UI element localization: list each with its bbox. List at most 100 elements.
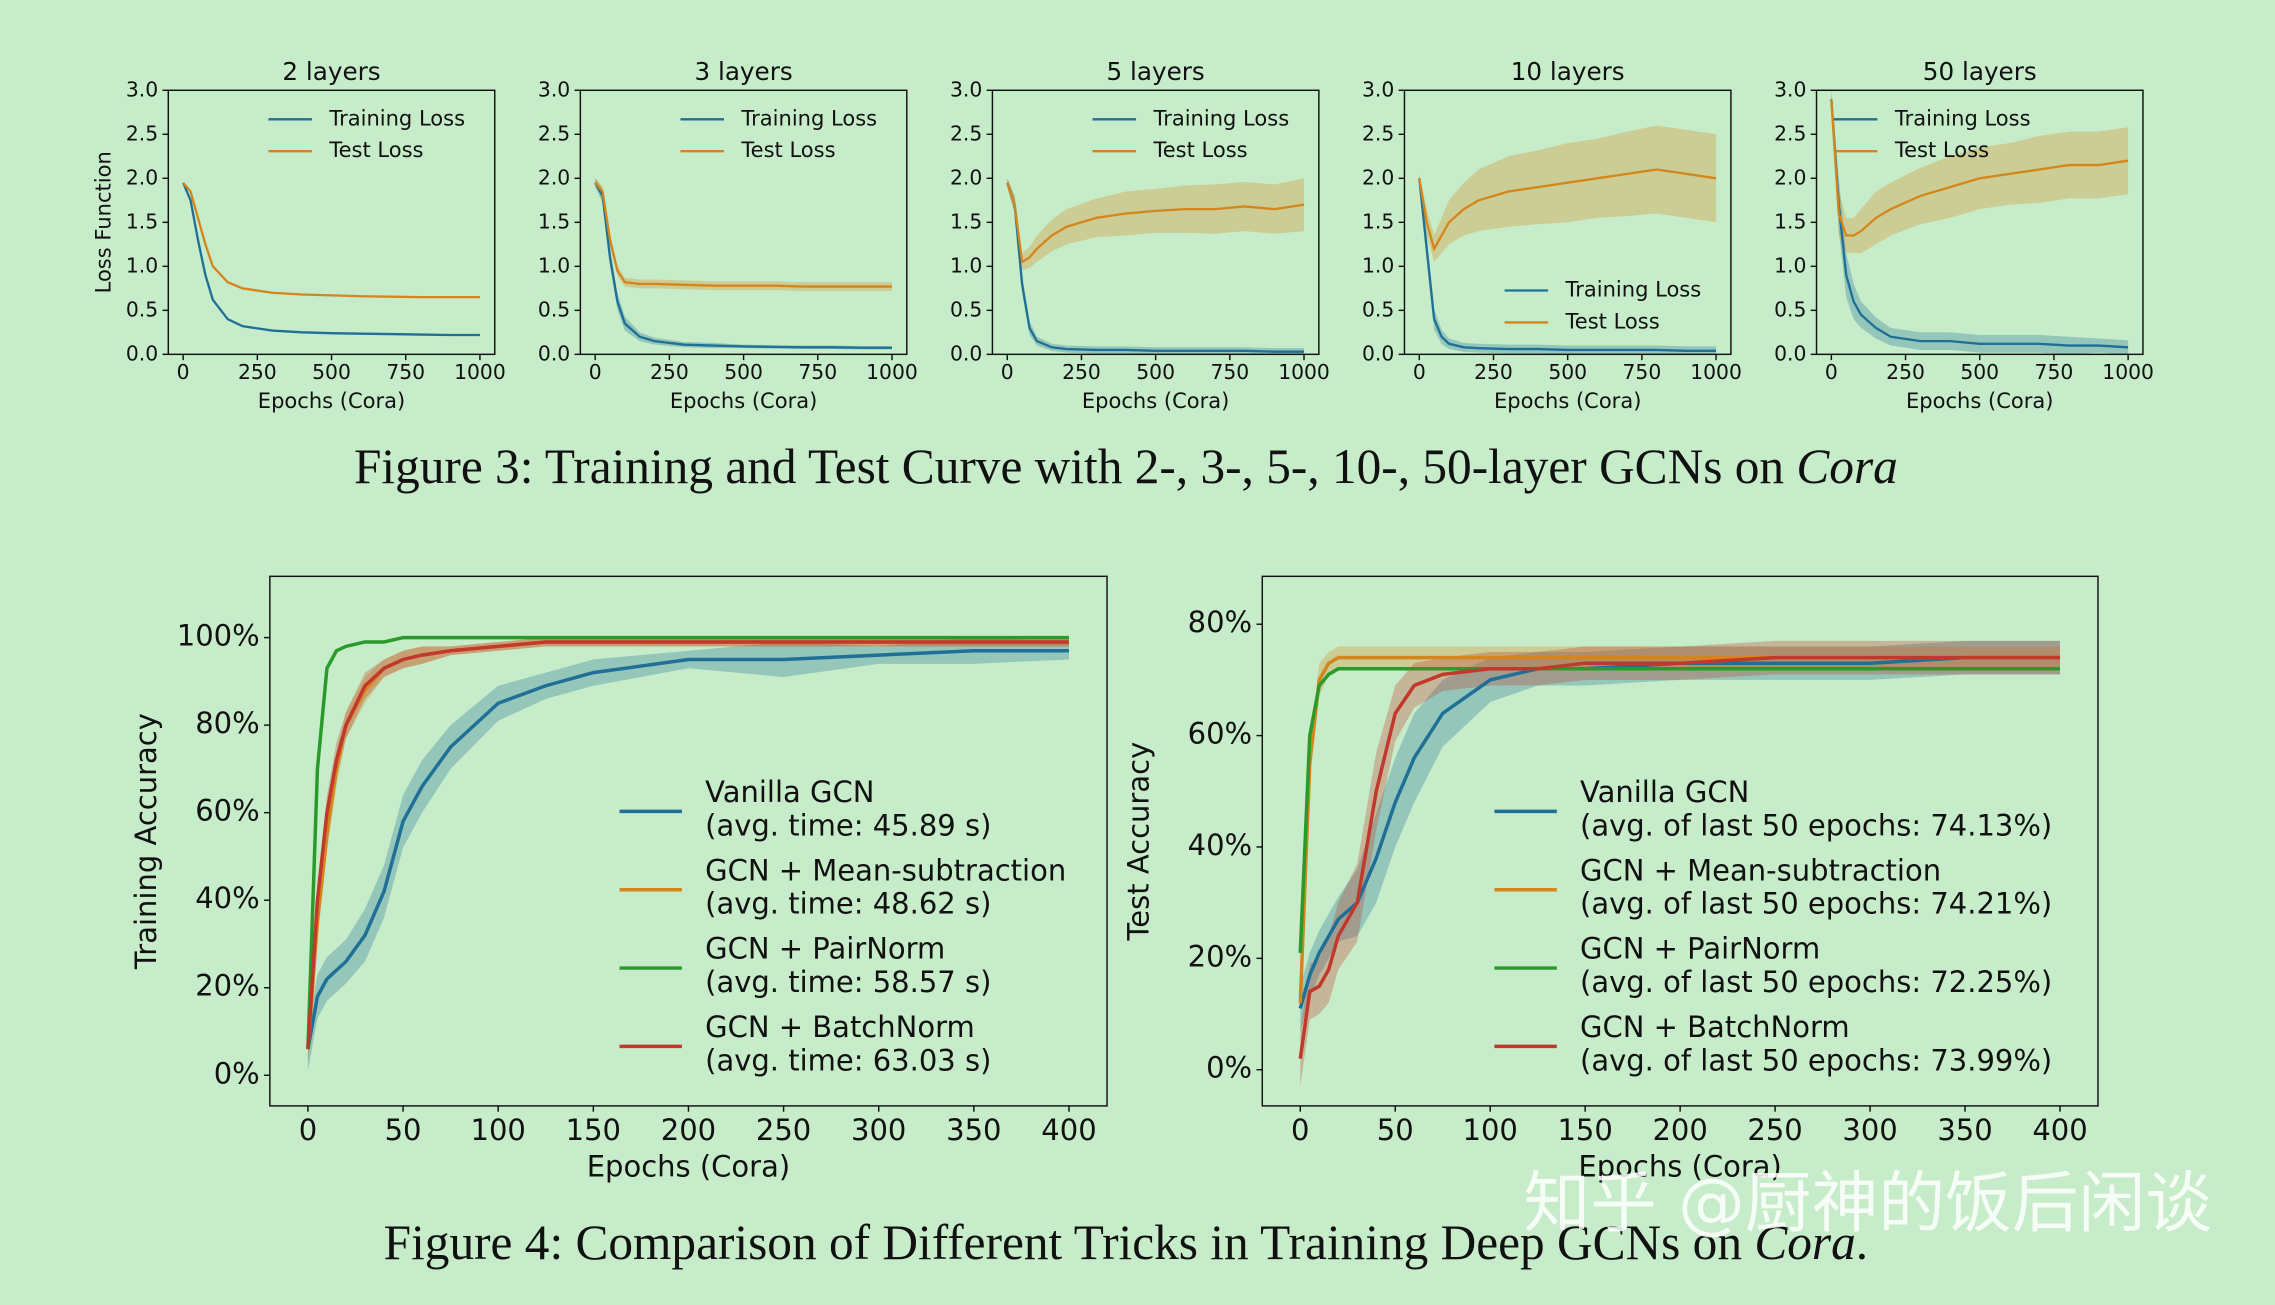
legend-label: (avg. time: 63.03 s)	[705, 1043, 991, 1077]
axes-frame	[1403, 89, 1732, 356]
y-tick-label: 1.0	[126, 253, 158, 277]
y-tick-label: 2.5	[126, 121, 158, 145]
y-tick-label: 1.0	[950, 253, 982, 277]
y-tick-label: 0.5	[538, 297, 570, 321]
x-tick-label: 250	[756, 1113, 811, 1147]
chart-title: 50 layers	[1923, 57, 2037, 86]
legend-label: Vanilla GCN	[705, 775, 874, 809]
axes-frame	[167, 89, 496, 356]
x-axis-label: Epochs (Cora)	[1906, 388, 2053, 413]
y-tick-label: 80%	[1188, 605, 1252, 639]
x-tick-label: 1000	[1690, 360, 1742, 384]
x-tick-label: 750	[1210, 360, 1249, 384]
y-tick-label: 60%	[1188, 717, 1252, 751]
x-tick-label: 1000	[2102, 360, 2154, 384]
y-tick-label: 2.0	[950, 165, 982, 189]
caption-emph: Cora	[1754, 1215, 1855, 1270]
y-tick-label: 20%	[195, 969, 259, 1003]
x-tick-label: 1000	[866, 360, 918, 384]
y-tick-label: 3.0	[126, 77, 158, 101]
x-tick-label: 500	[1136, 360, 1175, 384]
y-tick-label: 1.5	[1362, 209, 1394, 233]
plot-area	[306, 635, 1069, 1071]
legend-label: (avg. of last 50 epochs: 74.21%)	[1580, 887, 2052, 921]
legend-label: GCN + BatchNorm	[1580, 1010, 1850, 1044]
line	[306, 648, 1069, 1050]
legend-label: Test Loss	[1894, 137, 1989, 162]
x-axis-label: Epochs (Cora)	[1578, 1149, 1781, 1183]
y-tick-label: 20%	[1188, 939, 1252, 973]
axes-frame	[269, 575, 1108, 1107]
caption-text: .	[1856, 1215, 1868, 1270]
line	[182, 181, 480, 299]
legend-label: (avg. of last 50 epochs: 74.13%)	[1580, 808, 2052, 842]
legend-label: GCN + PairNorm	[705, 932, 945, 966]
x-tick-label: 0	[1825, 360, 1838, 384]
x-axis-label: Epochs (Cora)	[670, 388, 817, 413]
x-tick-label: 0	[1291, 1113, 1309, 1147]
chart-title: 2 layers	[282, 57, 380, 86]
caption-emph: Cora	[1796, 439, 1897, 494]
plot-area	[1298, 640, 2061, 1087]
legend-label: Test Loss	[740, 137, 835, 162]
legend-label: (avg. of last 50 epochs: 73.99%)	[1580, 1043, 2052, 1077]
y-tick-label: 0.0	[1774, 341, 1806, 365]
y-axis-label: Test Accuracy	[1121, 742, 1155, 942]
x-tick-label: 750	[1623, 360, 1662, 384]
caption-text: Figure 4: Comparison of Different Tricks…	[384, 1215, 1755, 1270]
y-tick-label: 2.0	[538, 165, 570, 189]
line	[1298, 655, 2061, 1059]
x-tick-label: 500	[724, 360, 763, 384]
line	[594, 182, 892, 349]
chart-title: 3 layers	[694, 57, 792, 86]
legend-label: Test Loss	[328, 137, 423, 162]
error-band	[1007, 178, 1305, 355]
line	[1006, 182, 1305, 353]
x-tick-label: 350	[1937, 1113, 1992, 1147]
y-tick-label: 2.5	[1362, 121, 1394, 145]
x-axis-label: Epochs (Cora)	[1494, 388, 1641, 413]
line	[1298, 655, 2061, 1009]
error-band	[1831, 90, 2129, 355]
y-tick-label: 0.5	[1774, 297, 1806, 321]
axes-frame	[579, 89, 908, 356]
y-tick-label: 3.0	[1362, 77, 1394, 101]
axes-frame	[1261, 575, 2099, 1107]
x-tick-label: 250	[650, 360, 689, 384]
x-tick-label: 0	[299, 1113, 317, 1147]
x-tick-label: 300	[1842, 1113, 1897, 1147]
plot-area	[1418, 125, 1717, 355]
y-tick-label: 1.5	[1774, 209, 1806, 233]
x-tick-label: 500	[1960, 360, 1999, 384]
x-tick-label: 100	[471, 1113, 526, 1147]
legend-label: Training Loss	[328, 105, 465, 130]
x-tick-label: 250	[1474, 360, 1513, 384]
y-tick-label: 1.0	[1362, 253, 1394, 277]
legend-label: GCN + BatchNorm	[705, 1010, 975, 1044]
y-tick-label: 3.0	[950, 77, 982, 101]
x-tick-label: 750	[2035, 360, 2074, 384]
plot-area	[594, 178, 892, 350]
legend-label: Test Loss	[1152, 137, 1247, 162]
y-tick-label: 2.0	[1774, 165, 1806, 189]
legend-label: (avg. time: 58.57 s)	[705, 965, 991, 999]
y-tick-label: 100%	[177, 619, 260, 653]
y-tick-label: 1.5	[538, 209, 570, 233]
line	[182, 182, 480, 337]
error-band	[1831, 90, 2129, 254]
y-tick-label: 2.5	[1774, 121, 1806, 145]
x-tick-label: 150	[1557, 1113, 1612, 1147]
x-tick-label: 250	[1747, 1113, 1802, 1147]
x-tick-label: 500	[312, 360, 351, 384]
x-tick-label: 400	[2032, 1113, 2087, 1147]
x-tick-label: 0	[589, 360, 602, 384]
line	[1418, 178, 1717, 352]
y-tick-label: 3.0	[1774, 77, 1806, 101]
legend-label: Training Loss	[1152, 105, 1289, 130]
x-tick-label: 300	[851, 1113, 906, 1147]
legend-label: (avg. of last 50 epochs: 72.25%)	[1580, 965, 2052, 999]
x-tick-label: 250	[1062, 360, 1101, 384]
caption: Figure 4: Comparison of Different Tricks…	[384, 1215, 1868, 1270]
x-tick-label: 400	[1041, 1113, 1096, 1147]
